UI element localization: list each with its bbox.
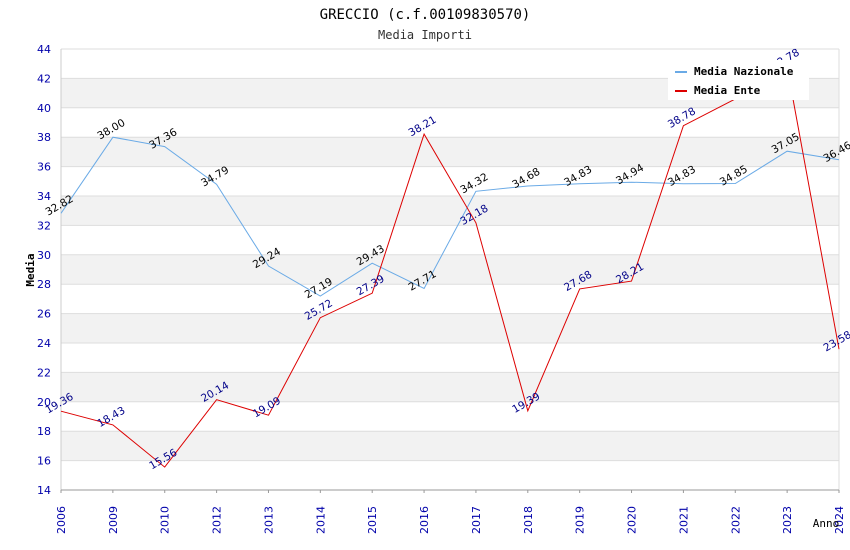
x-tick-label: 2021 bbox=[677, 506, 690, 534]
data-label: 18.43 bbox=[95, 405, 127, 430]
grid-band bbox=[61, 196, 839, 226]
y-tick-label: 40 bbox=[37, 102, 51, 115]
y-tick-label: 44 bbox=[37, 43, 51, 56]
x-tick-label: 2010 bbox=[159, 506, 172, 534]
grid-bands bbox=[61, 78, 839, 461]
y-tick-label: 22 bbox=[37, 366, 51, 379]
x-tick-label: 2013 bbox=[262, 506, 275, 534]
y-tick-label: 14 bbox=[37, 484, 51, 497]
x-tick-labels: 2006 2009 2010 2012 2013 2014 2015 2016 2017 2018… bbox=[55, 506, 846, 534]
x-tick-label: 2017 bbox=[470, 506, 483, 534]
y-tick-label: 36 bbox=[37, 161, 51, 174]
y-tick-label: 20 bbox=[37, 396, 51, 409]
data-label: 38.78 bbox=[666, 105, 698, 130]
data-label: 38.21 bbox=[407, 114, 439, 139]
x-tick-label: 2015 bbox=[366, 506, 379, 534]
x-tick-label: 2022 bbox=[729, 506, 742, 534]
series-group bbox=[60, 66, 840, 468]
x-tick-label: 2023 bbox=[781, 506, 794, 534]
grid-band bbox=[61, 254, 839, 285]
legend-label-media-ente: Media Ente bbox=[694, 84, 761, 97]
grid-band bbox=[61, 372, 839, 402]
legend-box bbox=[668, 60, 809, 100]
y-tick-label: 32 bbox=[37, 219, 51, 232]
x-tick-label: 2018 bbox=[522, 506, 535, 534]
axes bbox=[60, 49, 840, 493]
x-tick-label: 2014 bbox=[314, 506, 327, 534]
x-tick-label: 2006 bbox=[55, 506, 68, 534]
grid-band bbox=[61, 313, 839, 343]
series-line-media-ente bbox=[60, 66, 840, 468]
x-tick-label: 2016 bbox=[418, 506, 431, 534]
y-tick-label: 16 bbox=[37, 455, 51, 468]
legend: Media Nazionale Media Ente bbox=[668, 60, 809, 100]
x-tick-label: 2019 bbox=[574, 506, 587, 534]
data-label: 34.32 bbox=[458, 171, 490, 196]
y-tick-label: 18 bbox=[37, 425, 51, 438]
x-tick-label: 2012 bbox=[211, 506, 224, 534]
grid-band bbox=[61, 431, 839, 461]
y-tick-label: 24 bbox=[37, 337, 51, 350]
y-axis-label: Media bbox=[24, 253, 37, 286]
data-label: 34.79 bbox=[199, 164, 231, 189]
data-label: 34.68 bbox=[510, 166, 542, 191]
y-tick-label: 42 bbox=[37, 72, 51, 85]
y-tick-labels: 14 16 18 20 22 24 26 28 30 32 34 36 38 40 42 44 bbox=[37, 43, 51, 497]
y-tick-label: 28 bbox=[37, 278, 51, 291]
y-tick-label: 30 bbox=[37, 249, 51, 262]
series-line-media-nazionale bbox=[60, 136, 840, 297]
grid-band bbox=[61, 137, 839, 167]
y-tick-label: 34 bbox=[37, 190, 51, 203]
chart-title: GRECCIO (c.f.00109830570) bbox=[320, 7, 531, 23]
legend-label-media-nazionale: Media Nazionale bbox=[694, 65, 794, 78]
y-tick-label: 38 bbox=[37, 131, 51, 144]
y-tick-label: 26 bbox=[37, 308, 51, 321]
x-tick-label: 2020 bbox=[626, 506, 639, 534]
data-label: 19.36 bbox=[43, 391, 75, 417]
data-label: 34.83 bbox=[666, 163, 698, 188]
x-axis-label: Anno bbox=[813, 517, 840, 530]
data-label: 34.83 bbox=[562, 163, 594, 188]
chart-subtitle: Media Importi bbox=[378, 28, 472, 42]
x-tick-label: 2024 bbox=[833, 506, 846, 534]
x-tick-label: 2009 bbox=[107, 506, 120, 534]
